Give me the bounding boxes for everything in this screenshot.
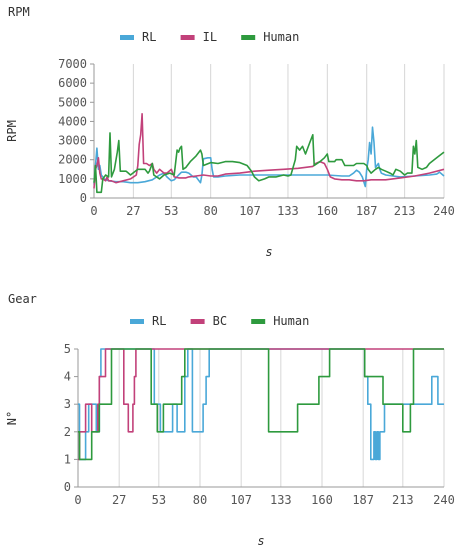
series-line-rl bbox=[93, 126, 445, 188]
y-tick-label: 4000 bbox=[58, 114, 87, 128]
x-tick-label: 0 bbox=[74, 493, 81, 507]
x-tick-label: 27 bbox=[112, 493, 126, 507]
series-line-bc bbox=[78, 348, 444, 461]
y-tick-label: 4 bbox=[64, 370, 71, 384]
x-tick-label: 240 bbox=[433, 493, 455, 507]
legend-label: Human bbox=[273, 314, 309, 328]
y-tick-label: 0 bbox=[80, 191, 87, 205]
y-tick-label: 2000 bbox=[58, 153, 87, 167]
x-axis-label: s bbox=[257, 534, 264, 548]
x-axis-label: s bbox=[265, 245, 272, 259]
x-tick-label: 240 bbox=[433, 204, 455, 218]
chart-title: Gear bbox=[8, 292, 37, 306]
legend-swatch bbox=[180, 35, 195, 40]
x-tick-label: 107 bbox=[239, 204, 261, 218]
y-tick-label: 1000 bbox=[58, 172, 87, 186]
x-tick-label: 107 bbox=[230, 493, 252, 507]
legend-swatch bbox=[241, 35, 256, 40]
series-line-human bbox=[93, 132, 445, 194]
legend-swatch bbox=[251, 319, 266, 324]
x-tick-label: 160 bbox=[311, 493, 333, 507]
legend-label: BC bbox=[213, 314, 227, 328]
x-tick-label: 53 bbox=[164, 204, 178, 218]
x-tick-label: 133 bbox=[270, 493, 292, 507]
x-tick-label: 80 bbox=[203, 204, 217, 218]
x-tick-label: 27 bbox=[126, 204, 140, 218]
y-tick-label: 1 bbox=[64, 452, 71, 466]
y-tick-label: 7000 bbox=[58, 57, 87, 71]
series-line-human bbox=[78, 348, 444, 461]
x-tick-label: 133 bbox=[277, 204, 299, 218]
y-tick-label: 3000 bbox=[58, 134, 87, 148]
y-tick-label: 6000 bbox=[58, 76, 87, 90]
legend-label: Human bbox=[263, 30, 299, 44]
x-tick-label: 160 bbox=[316, 204, 338, 218]
legend-label: RL bbox=[142, 30, 156, 44]
x-tick-label: 213 bbox=[392, 493, 414, 507]
rpm-chart: RPM RL IL Human 0 27 53 80 107 133 160 187 213 240 0 10… bbox=[5, 5, 455, 259]
x-tick-label: 187 bbox=[352, 493, 374, 507]
y-tick-label: 3 bbox=[64, 397, 71, 411]
y-tick-label: 2 bbox=[64, 425, 71, 439]
legend-label: IL bbox=[203, 30, 217, 44]
x-tick-label: 0 bbox=[90, 204, 97, 218]
legend-label: RL bbox=[152, 314, 166, 328]
x-tick-label: 213 bbox=[394, 204, 416, 218]
x-tick-label: 80 bbox=[193, 493, 207, 507]
legend-swatch bbox=[120, 35, 134, 40]
chart-title: RPM bbox=[8, 5, 30, 19]
y-tick-label: 0 bbox=[64, 480, 71, 494]
x-tick-label: 53 bbox=[152, 493, 166, 507]
y-axis-label: RPM bbox=[5, 120, 19, 142]
legend-swatch bbox=[190, 319, 205, 324]
y-tick-label: 5 bbox=[64, 342, 71, 356]
series-line-il bbox=[93, 113, 445, 189]
y-axis-label: N° bbox=[5, 411, 19, 425]
x-tick-label: 187 bbox=[356, 204, 378, 218]
y-tick-label: 5000 bbox=[58, 95, 87, 109]
legend-swatch bbox=[130, 319, 144, 324]
